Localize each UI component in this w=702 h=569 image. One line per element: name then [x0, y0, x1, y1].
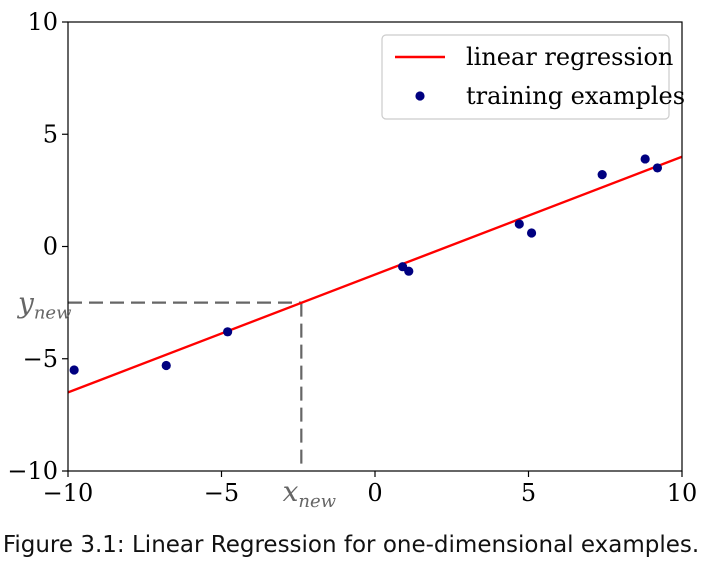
y-new-label: ynew — [16, 287, 72, 324]
x-tick-label: −5 — [204, 479, 239, 507]
training-example-point — [652, 163, 663, 173]
series-layer — [68, 154, 682, 394]
axes: −10 −5 0 5 10 −10 −5 0 5 10 xnew ynew — [7, 8, 697, 512]
y-tick-label: −10 — [7, 457, 58, 485]
legend-box — [381, 34, 670, 120]
regression-line — [68, 155, 682, 394]
training-example-point — [404, 266, 414, 276]
x-tick-label: 5 — [521, 479, 536, 507]
x-tick-label: 0 — [367, 479, 382, 507]
training-example-point — [223, 327, 233, 337]
x-tick-label: 10 — [667, 479, 698, 507]
legend: linear regression training examples — [381, 34, 685, 120]
training-example-point — [640, 154, 650, 164]
projection-guides — [68, 301, 303, 471]
training-example-point — [597, 170, 607, 180]
training-example-point — [161, 360, 171, 371]
y-tick-label: 5 — [43, 120, 58, 148]
y-tick-label: 0 — [43, 233, 58, 261]
y-tick-label: 10 — [27, 8, 58, 36]
legend-label-linear-regression: linear regression — [466, 43, 673, 71]
x-tick-label: −10 — [43, 479, 94, 507]
figure-caption: Figure 3.1: Linear Regression for one-di… — [2, 532, 700, 558]
x-new-label: xnew — [283, 475, 337, 512]
training-example-point — [526, 228, 537, 238]
training-example-point — [514, 219, 524, 229]
y-tick-label: −5 — [23, 345, 58, 373]
training-example-point — [69, 365, 79, 375]
legend-label-training-examples: training examples — [466, 82, 685, 110]
legend-point-swatch — [415, 91, 425, 101]
